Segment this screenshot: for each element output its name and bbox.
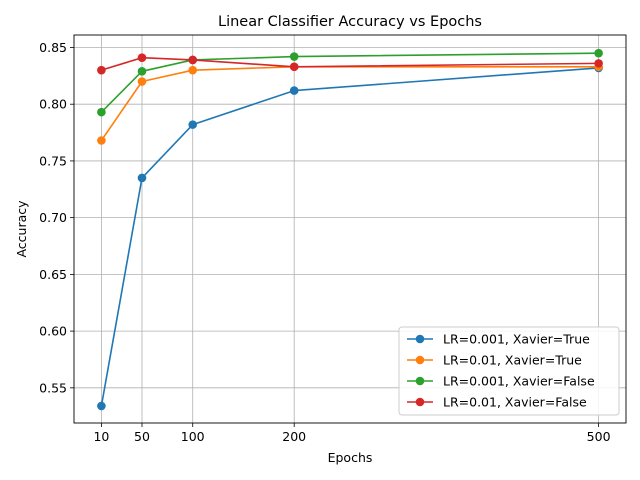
- legend-item: LR=0.001, Xavier=False: [407, 374, 595, 389]
- data-point: [97, 65, 106, 75]
- series-line: [100, 52, 599, 113]
- data-point: [188, 65, 198, 75]
- data-point: [289, 86, 299, 95]
- data-point: [188, 120, 198, 129]
- legend-item: LR=0.01, Xavier=True: [407, 353, 582, 368]
- data-point: [289, 62, 299, 72]
- data-point: [594, 59, 603, 68]
- x-axis-title: Epochs: [328, 450, 373, 465]
- data-point: [137, 67, 147, 76]
- legend-marker: [415, 334, 425, 344]
- grid: [74, 35, 626, 423]
- x-tick-label: 100: [181, 429, 205, 444]
- legend-marker: [415, 397, 425, 407]
- y-tick-label: 0.55: [39, 380, 67, 395]
- y-tick-label: 0.75: [39, 153, 67, 168]
- data-point: [137, 77, 147, 86]
- legend-label: LR=0.01, Xavier=True: [443, 353, 582, 368]
- legend-item: LR=0.01, Xavier=False: [407, 395, 587, 410]
- y-tick-label: 0.85: [39, 40, 67, 55]
- data-point: [594, 48, 603, 58]
- y-axis-ticks: 0.55 0.60 0.65 0.70 0.75 0.80 0.85: [39, 40, 74, 395]
- series-layer: [97, 48, 603, 411]
- plot-frame: [73, 34, 627, 424]
- series-4: [97, 53, 603, 75]
- legend-box: [398, 326, 620, 416]
- data-point: [137, 173, 147, 183]
- y-tick-label: 0.80: [39, 97, 67, 112]
- x-tick-label: 500: [587, 429, 611, 444]
- data-point: [97, 107, 106, 117]
- data-point: [97, 136, 106, 145]
- data-point: [137, 53, 147, 62]
- data-point: [97, 401, 106, 411]
- data-point: [289, 52, 299, 61]
- x-tick-label: 50: [134, 429, 150, 444]
- legend-label: LR=0.01, Xavier=False: [443, 395, 587, 410]
- legend: LR=0.001, Xavier=True LR=0.01, Xavier=Tru…: [398, 326, 620, 416]
- y-tick-label: 0.70: [39, 210, 67, 225]
- legend-marker: [415, 376, 425, 386]
- legend-label: LR=0.001, Xavier=False: [443, 374, 595, 389]
- legend-marker: [415, 355, 425, 365]
- chart-title: Linear Classifier Accuracy vs Epochs: [218, 14, 482, 30]
- x-axis-ticks: 10 50 100 200 500: [93, 423, 611, 444]
- x-tick-label: 200: [282, 429, 306, 444]
- y-tick-label: 0.65: [39, 267, 67, 282]
- x-tick-label: 10: [93, 429, 109, 444]
- y-tick-label: 0.60: [39, 324, 67, 339]
- series-2: [97, 62, 603, 145]
- legend-item: LR=0.001, Xavier=True: [407, 332, 590, 347]
- legend-label: LR=0.001, Xavier=True: [443, 332, 590, 347]
- y-axis-title: Accuracy: [14, 200, 29, 258]
- series-line: [100, 65, 599, 141]
- data-point: [188, 55, 198, 65]
